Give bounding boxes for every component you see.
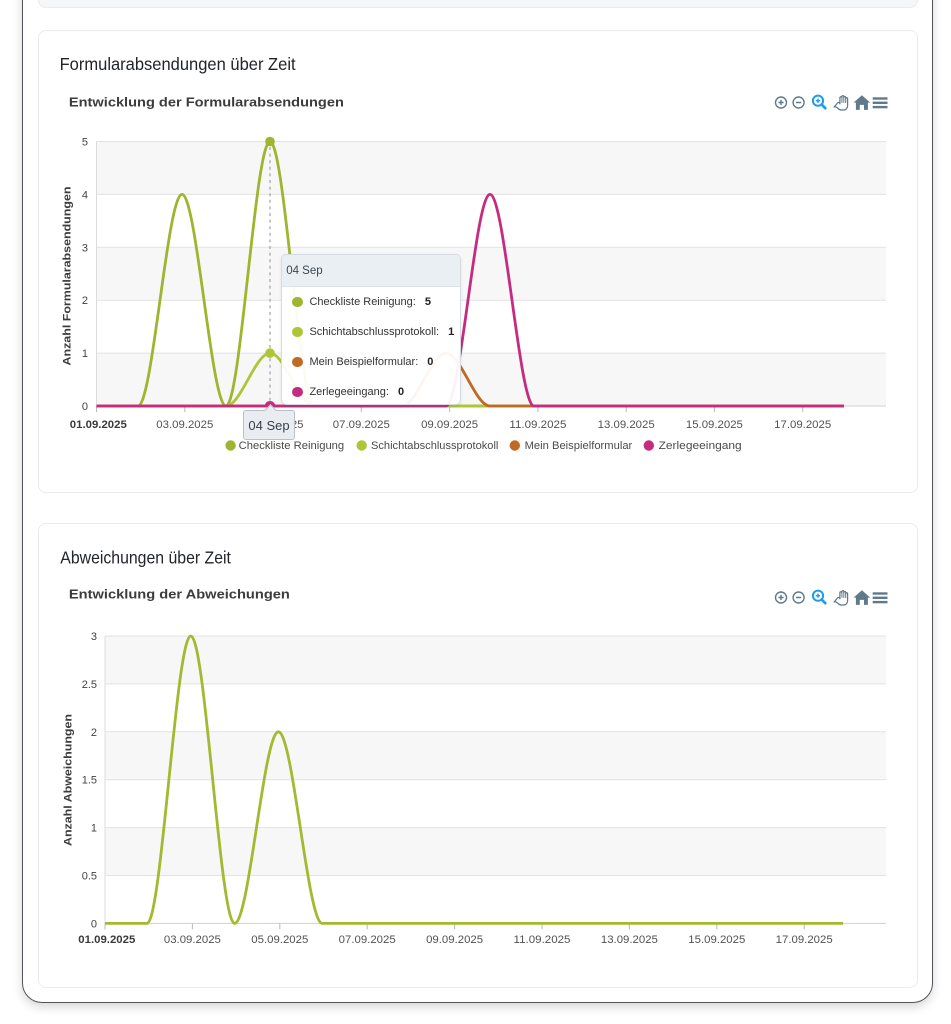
svg-text:Checkliste Reinigung: Checkliste Reinigung — [239, 440, 345, 452]
svg-text:05.09.2025: 05.09.2025 — [251, 934, 308, 946]
svg-text:07.09.2025: 07.09.2025 — [339, 934, 396, 946]
svg-text:3: 3 — [82, 242, 88, 254]
svg-text:17.09.2025: 17.09.2025 — [774, 419, 831, 431]
svg-text:Schichtabschlussprotokoll: Schichtabschlussprotokoll — [371, 440, 498, 452]
svg-text:1: 1 — [91, 823, 97, 835]
svg-text:1.5: 1.5 — [82, 775, 97, 787]
svg-text:2: 2 — [91, 727, 97, 739]
svg-text:5: 5 — [82, 137, 88, 149]
svg-text:09.09.2025: 09.09.2025 — [426, 934, 483, 946]
svg-text:03.09.2025: 03.09.2025 — [156, 419, 213, 431]
svg-text:07.09.2025: 07.09.2025 — [333, 419, 390, 431]
svg-text:Formularabsendungen über Zeit: Formularabsendungen über Zeit — [60, 54, 296, 74]
svg-text:Anzahl Abweichungen: Anzahl Abweichungen — [62, 714, 74, 846]
svg-text:Abweichungen über Zeit: Abweichungen über Zeit — [60, 548, 231, 568]
svg-text:Zerlegeeingang: Zerlegeeingang — [659, 440, 742, 452]
svg-text:17.09.2025: 17.09.2025 — [776, 934, 833, 946]
svg-text:15.09.2025: 15.09.2025 — [688, 934, 745, 946]
svg-text:01.09.2025: 01.09.2025 — [70, 419, 127, 431]
svg-text:2: 2 — [82, 295, 88, 307]
svg-text:11.09.2025: 11.09.2025 — [509, 419, 566, 431]
svg-text:0: 0 — [82, 401, 88, 413]
svg-text:11.09.2025: 11.09.2025 — [514, 934, 571, 946]
svg-text:Anzahl Formularabsendungen: Anzahl Formularabsendungen — [61, 186, 73, 365]
svg-text:Mein Beispielformular: Mein Beispielformular — [525, 440, 633, 452]
svg-text:03.09.2025: 03.09.2025 — [164, 934, 221, 946]
svg-text:Entwicklung der Abweichungen: Entwicklung der Abweichungen — [69, 587, 290, 602]
svg-text:09.09.2025: 09.09.2025 — [421, 419, 478, 431]
svg-text:2.5: 2.5 — [82, 679, 97, 691]
svg-text:01.09.2025: 01.09.2025 — [78, 934, 135, 946]
svg-text:0.5: 0.5 — [82, 871, 97, 883]
svg-text:15.09.2025: 15.09.2025 — [686, 419, 743, 431]
svg-text:3: 3 — [91, 631, 97, 643]
svg-text:1: 1 — [82, 348, 88, 360]
svg-text:13.09.2025: 13.09.2025 — [598, 419, 655, 431]
svg-text:0: 0 — [91, 918, 97, 930]
svg-text:13.09.2025: 13.09.2025 — [601, 934, 658, 946]
svg-text:Entwicklung der Formularabsend: Entwicklung der Formularabsendungen — [69, 95, 344, 110]
svg-text:4: 4 — [82, 189, 88, 201]
